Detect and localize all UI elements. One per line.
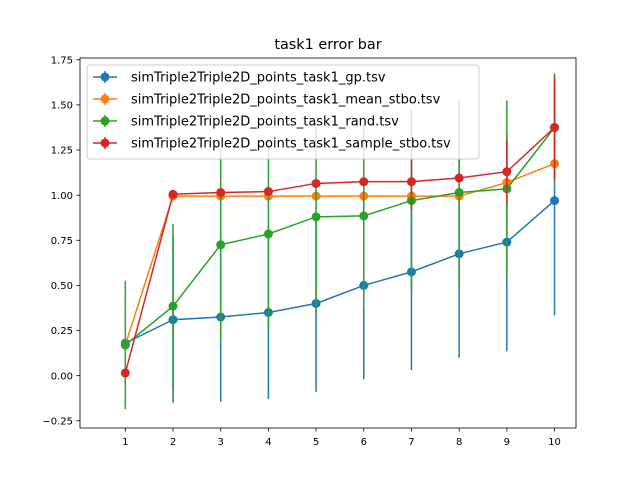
y-tick-label: 1.75 [51,55,73,66]
axes: 1 2 3 4 5 6 7 8 9 10 −0.25 0.00 0.25 0.50 0.75 1.00 1.25… [42,55,577,448]
x-tick-label: 8 [456,437,462,448]
data-point [263,229,273,239]
x-tick-label: 3 [218,437,224,448]
data-point [120,340,130,350]
y-tick-label: 0.00 [51,371,73,382]
x-tick-label: 7 [408,437,414,448]
y-tick-label: 1.00 [51,191,73,202]
axes-frame [79,57,577,429]
x-tick-label: 10 [548,437,561,448]
data-point [454,187,464,197]
data-point [216,240,226,250]
x-tick-label: 1 [122,437,128,448]
y-tick-label: 1.50 [51,101,73,112]
series-2 [120,159,560,350]
y-tick-label: 0.50 [51,281,73,292]
data-point [168,189,178,199]
legend-marker [100,72,110,82]
x-tick-label: 9 [504,437,510,448]
plot-area [120,73,560,410]
y-tick-label: 1.25 [51,146,73,157]
series-line [124,200,556,344]
data-point [120,368,130,378]
series-line [124,126,556,374]
data-point [263,187,273,197]
data-point [550,122,560,132]
data-point [216,187,226,197]
series-4 [120,76,560,378]
data-point [311,212,321,222]
y-tick-label: 0.25 [51,326,73,337]
y-tick-label: −0.25 [42,416,73,427]
series-line [124,127,556,346]
data-point [454,173,464,183]
data-point [168,301,178,311]
x-tick-label: 6 [361,437,367,448]
data-point [311,178,321,188]
data-point [406,177,416,187]
legend-marker [100,116,110,126]
legend-label: simTriple2Triple2D_points_task1_sample_s… [131,137,451,152]
data-point [359,211,369,221]
data-point [359,177,369,187]
chart-title: task1 error bar [274,37,381,53]
legend: simTriple2Triple2D_points_task1_gp.tsvsi… [86,64,480,160]
x-tick-label: 4 [265,437,271,448]
series-3 [120,73,560,410]
legend-label: simTriple2Triple2D_points_task1_rand.tsv [131,115,399,130]
data-point [550,196,560,206]
legend-marker [100,138,110,148]
x-tick-label: 2 [170,437,176,448]
x-tick-label: 5 [313,437,319,448]
legend-label: simTriple2Triple2D_points_task1_mean_stb… [131,93,441,108]
legend-label: simTriple2Triple2D_points_task1_gp.tsv [131,71,386,86]
data-point [502,167,512,177]
y-tick-label: 0.75 [51,236,73,247]
series-line [124,162,555,346]
legend-box [86,64,480,160]
legend-marker [100,94,110,104]
